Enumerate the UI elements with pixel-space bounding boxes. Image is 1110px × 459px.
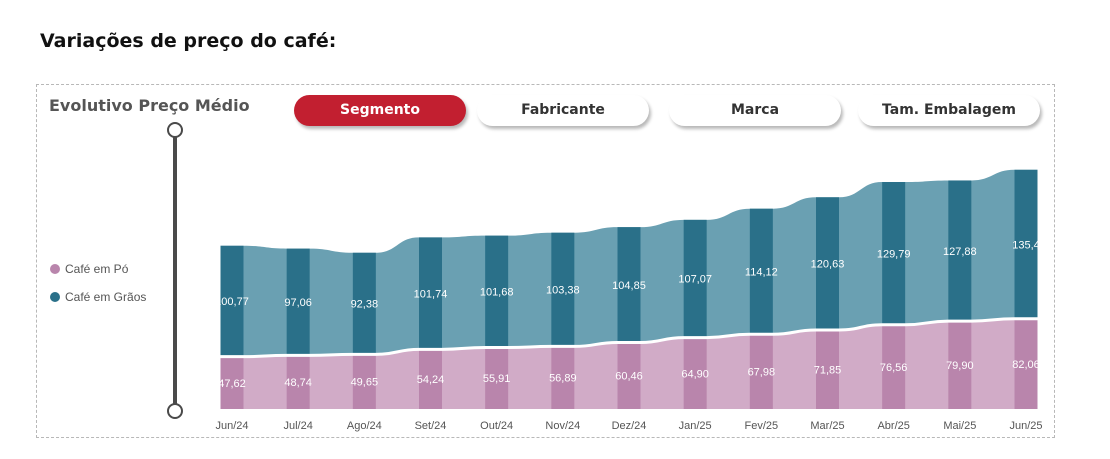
legend-item-po[interactable]: Café em Pó: [50, 259, 146, 279]
bar-po-Jun/24: [220, 356, 244, 409]
range-slider-handle-top: [167, 122, 183, 138]
bar-po-Mar/25: [816, 329, 839, 409]
bar-po-Fev/25: [749, 334, 773, 409]
label-graos-Jul/24: 97,06: [284, 297, 312, 309]
bar-graos-Set/24: [419, 237, 442, 350]
package-size-button[interactable]: Tam. Embalagem: [858, 95, 1040, 126]
legend-marker-graos: [50, 292, 60, 302]
label-po-Mar/25: 71,85: [814, 364, 842, 376]
bar-graos-Ago/24: [352, 252, 376, 355]
label-graos-Ago/24: 92,38: [351, 299, 379, 311]
bar-graos-Abr/25: [882, 182, 906, 325]
x-tick-label: Ago/24: [347, 420, 382, 432]
visual-title: Evolutivo Preço Médio: [49, 96, 250, 115]
x-tick-label: Abr/25: [877, 420, 909, 432]
series-separator: [220, 317, 1038, 359]
label-po-Set/24: 54,24: [417, 374, 445, 386]
bar-po-Jan/25: [683, 337, 707, 409]
bar-graos-Jul/24: [286, 248, 310, 356]
bar-graos-Out/24: [485, 235, 509, 348]
visual-frame: [36, 84, 1055, 438]
x-tick-label: Mai/25: [943, 420, 976, 432]
label-po-Fev/25: 67,98: [748, 367, 776, 379]
label-graos-Set/24: 101,74: [414, 288, 448, 300]
legend-marker-po: [50, 264, 60, 274]
x-tick-label: Out/24: [480, 420, 513, 432]
legend-item-graos[interactable]: Café em Grãos: [50, 287, 146, 307]
segment-button[interactable]: Segmento: [294, 95, 466, 126]
label-graos-Mar/25: 120,63: [811, 259, 845, 271]
x-tick-label: Dez/24: [612, 420, 647, 432]
bar-po-Abr/25: [882, 324, 906, 409]
label-graos-Nov/24: 103,38: [546, 285, 580, 297]
label-po-Jun/24: 47,62: [218, 378, 246, 390]
label-po-Nov/24: 56,89: [549, 373, 577, 385]
label-po-Abr/25: 76,56: [880, 362, 908, 374]
bar-graos-Mar/25: [816, 197, 839, 330]
bar-po-Mai/25: [948, 321, 972, 409]
label-po-Dez/24: 60,46: [615, 371, 643, 383]
label-po-Ago/24: 49,65: [351, 377, 379, 389]
bar-graos-Jun/24: [220, 245, 244, 357]
bar-po-Nov/24: [551, 346, 575, 409]
label-graos-Dez/24: 104,85: [612, 280, 646, 292]
bar-po-Ago/24: [352, 354, 376, 409]
bar-graos-Jan/25: [683, 219, 707, 338]
legend-label-po: Café em Pó: [65, 262, 129, 276]
x-tick-label: Jun/25: [1009, 420, 1042, 432]
x-tick-label: Jan/25: [679, 420, 712, 432]
x-tick-label: Jul/24: [283, 420, 312, 432]
bar-graos-Dez/24: [617, 227, 641, 343]
bar-po-Set/24: [419, 349, 442, 409]
label-po-Jul/24: 48,74: [284, 377, 312, 389]
x-tick-label: Jun/24: [215, 420, 248, 432]
data-labels: 47,62 100,77 48,74 97,06 49,65 92,38 54,24 101,…: [215, 239, 1040, 390]
page-heading: Variações de preço do café:: [40, 30, 337, 52]
label-graos-Fev/25: 114,12: [745, 266, 778, 278]
label-graos-Out/24: 101,68: [480, 287, 514, 299]
x-tick-label: Nov/24: [545, 420, 580, 432]
legend-label-graos: Café em Grãos: [65, 290, 147, 304]
label-po-Jun/25: 82,06: [1012, 359, 1040, 371]
x-tick-label: Set/24: [415, 420, 447, 432]
bar-po-Jun/25: [1014, 318, 1038, 409]
label-po-Out/24: 55,91: [483, 373, 511, 385]
chart-legend: Café em Pó Café em Grãos: [50, 259, 146, 315]
bar-graos-Nov/24: [551, 232, 575, 347]
x-tick-label: Fev/25: [745, 420, 779, 432]
label-graos-Jan/25: 107,07: [678, 274, 712, 286]
bar-graos-Fev/25: [749, 208, 773, 335]
manufacturer-button[interactable]: Fabricante: [477, 95, 649, 126]
label-graos-Abr/25: 129,79: [877, 248, 911, 260]
bar-po-Jul/24: [286, 355, 310, 409]
bar-po-Dez/24: [617, 342, 641, 409]
label-po-Jan/25: 64,90: [681, 368, 709, 380]
label-graos-Mai/25: 127,88: [943, 246, 977, 258]
bar-po-Out/24: [485, 347, 509, 409]
bar-graos-Jun/25: [1014, 169, 1038, 319]
label-graos-Jun/24: 100,77: [215, 296, 249, 308]
range-slider-handle-bottom: [167, 403, 183, 419]
x-tick-label: Mar/25: [810, 420, 844, 432]
label-po-Mai/25: 79,90: [946, 360, 974, 372]
brand-button[interactable]: Marca: [669, 95, 841, 126]
label-graos-Jun/25: 135,4: [1012, 239, 1040, 251]
bar-graos-Mai/25: [948, 180, 972, 322]
